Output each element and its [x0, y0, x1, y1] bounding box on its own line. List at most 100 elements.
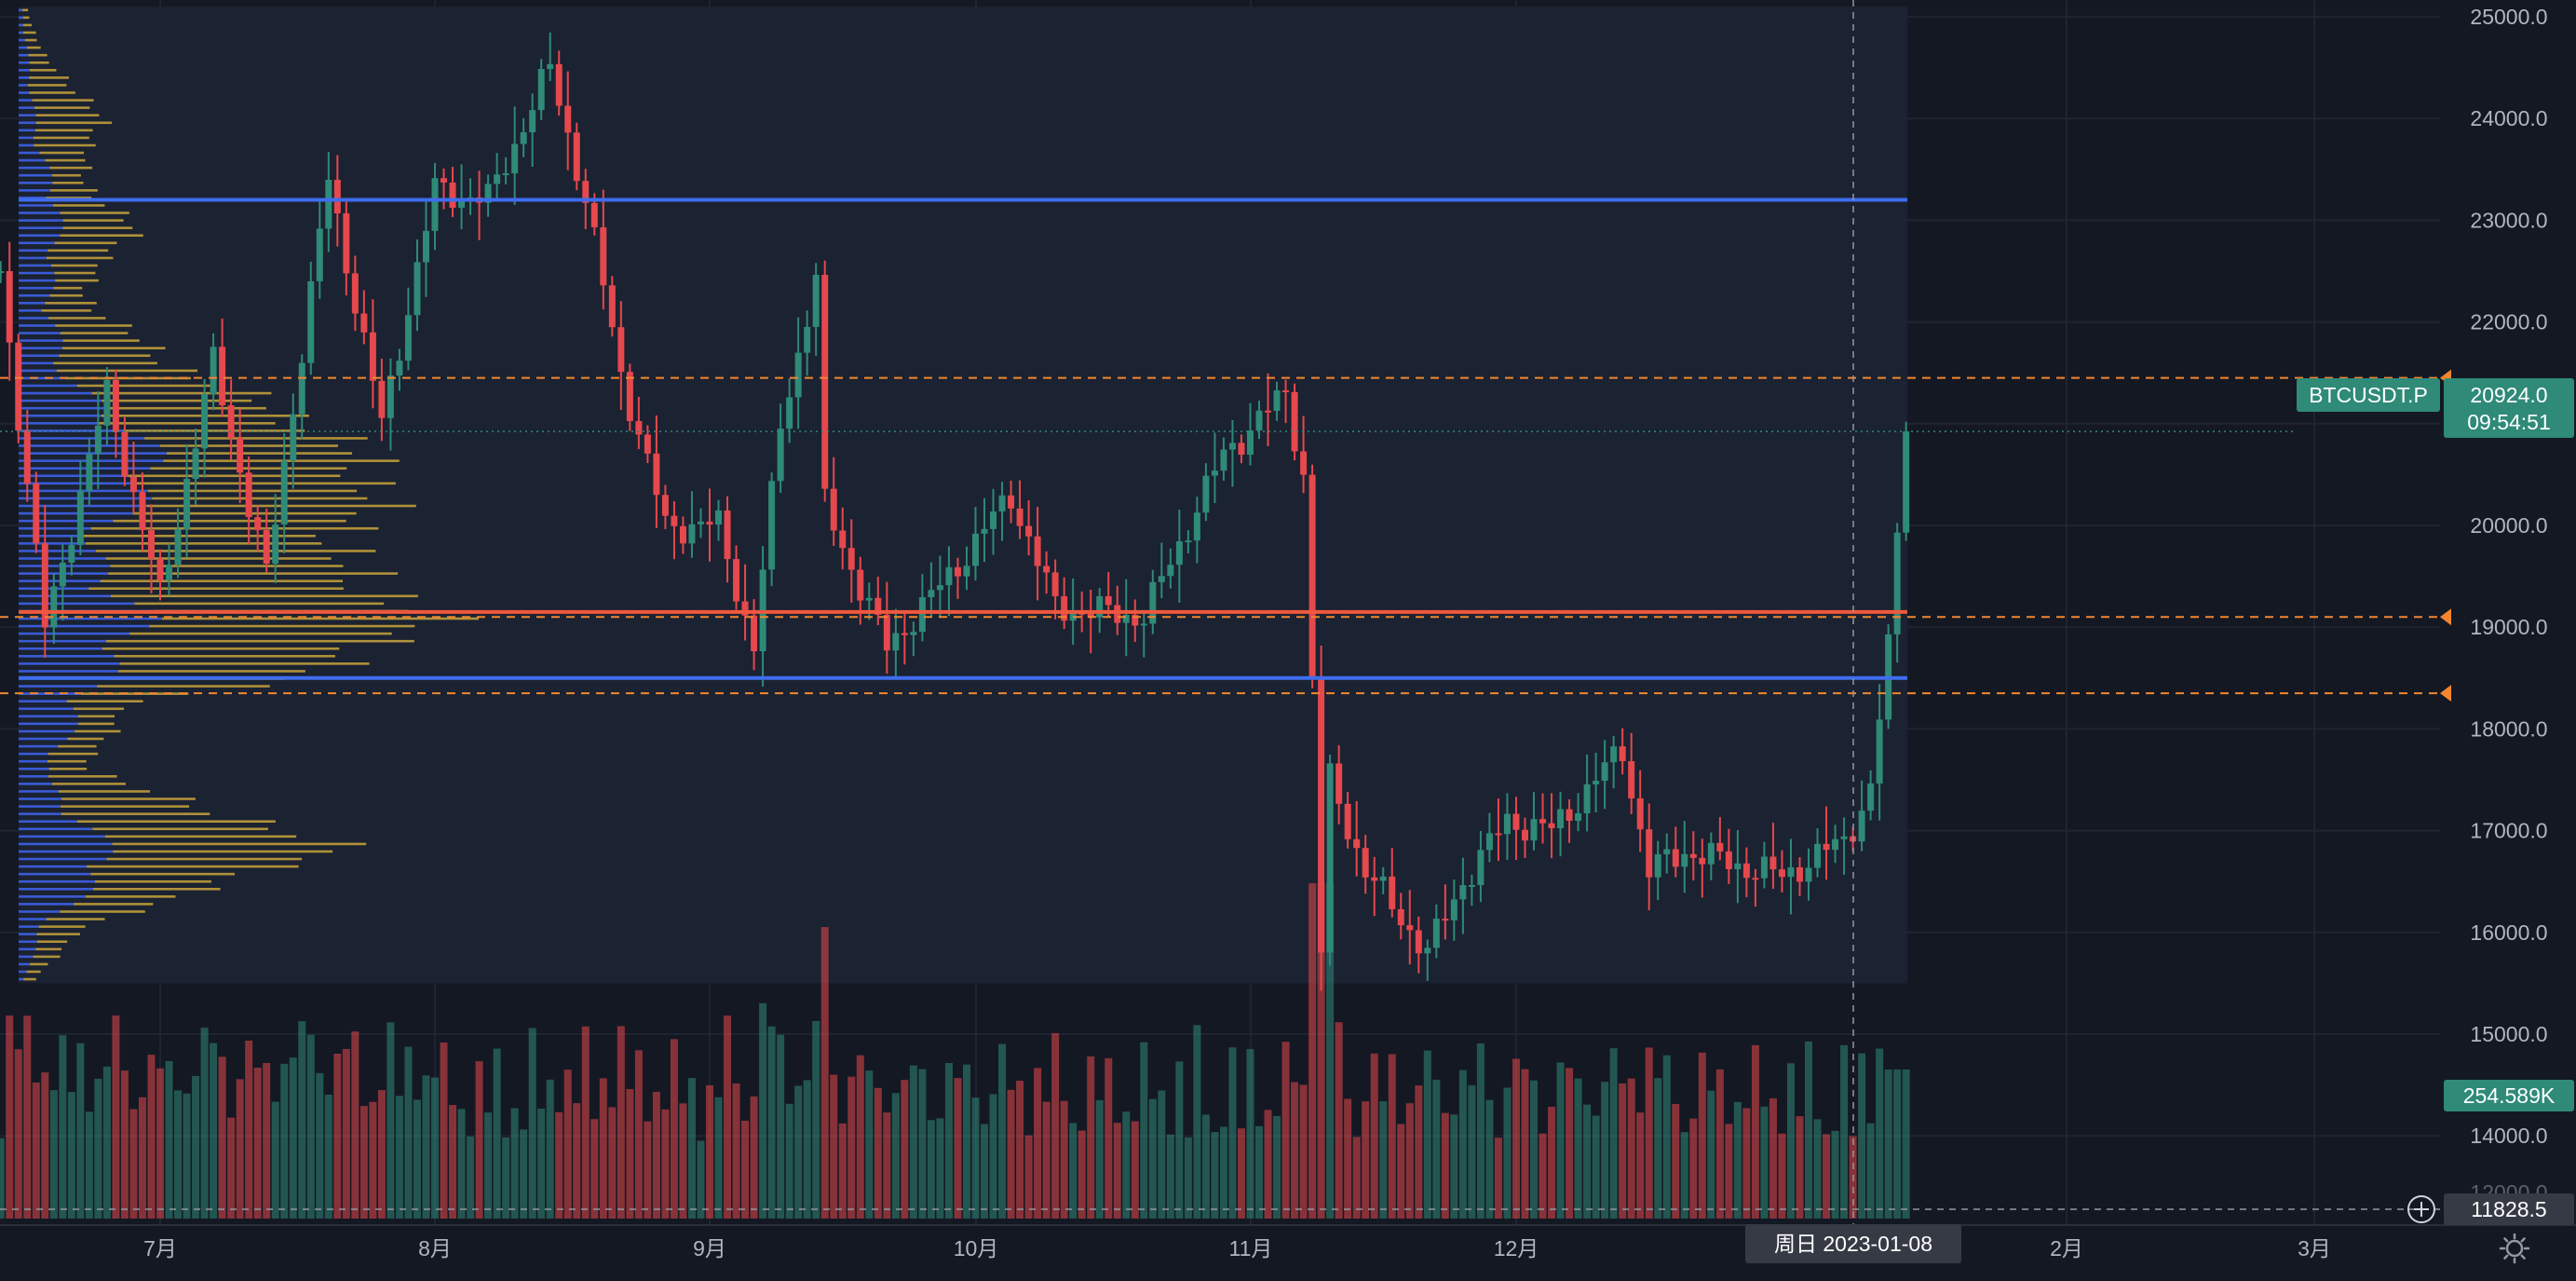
profile-row-down: [32, 99, 94, 102]
x-tick-label: 3月: [2298, 1236, 2331, 1261]
volume-bar: [652, 1091, 660, 1219]
candle-body: [794, 352, 802, 398]
candle-body: [23, 430, 31, 484]
volume-bar: [1087, 1056, 1095, 1219]
profile-row-down: [87, 865, 299, 868]
candle-body: [661, 495, 669, 516]
volume-bar: [812, 1021, 820, 1219]
profile-row-up: [19, 422, 100, 425]
volume-bar: [1158, 1090, 1166, 1219]
volume-bar: [431, 1077, 439, 1219]
profile-row-down: [118, 670, 305, 673]
profile-row-up: [19, 918, 47, 920]
profile-row-up: [19, 61, 30, 64]
candle-body: [679, 525, 686, 544]
volume-bar: [342, 1048, 350, 1219]
candle-body: [644, 434, 651, 454]
volume-bar: [936, 1118, 944, 1219]
price-axis[interactable]: 25000.024000.023000.022000.021000.020000…: [2470, 5, 2547, 1148]
candle-body: [901, 633, 908, 635]
volume-bar: [120, 1070, 129, 1219]
volume-bar: [644, 1121, 652, 1219]
volume-bar: [1778, 1133, 1786, 1219]
profile-row-down: [53, 361, 157, 365]
candle-body: [147, 530, 155, 559]
profile-row-up: [19, 31, 23, 34]
profile-row-up: [19, 542, 86, 545]
candle-body: [520, 132, 527, 144]
profile-row-down: [108, 572, 399, 575]
profile-row-down: [102, 647, 340, 650]
profile-row-up: [19, 729, 75, 733]
profile-row-down: [132, 511, 357, 515]
volume-bar: [1016, 1081, 1024, 1219]
profile-row-down: [56, 369, 198, 373]
volume-bar: [1281, 1042, 1290, 1219]
profile-row-up: [19, 309, 42, 312]
candle-body: [1530, 819, 1538, 841]
volume-bar: [1645, 1047, 1653, 1219]
candle-body: [883, 614, 890, 651]
volume-bar: [891, 1093, 900, 1219]
time-axis[interactable]: 7月 8月 9月 10月 11月 12月 2月 3月: [0, 1224, 2576, 1261]
candle-body: [847, 548, 855, 570]
level-marker-icon: [2440, 608, 2451, 626]
profile-row-down: [106, 857, 303, 861]
candle-body: [1521, 829, 1528, 841]
volume-bar: [129, 1109, 138, 1219]
volume-bar: [0, 1138, 5, 1219]
volume-bar: [138, 1097, 146, 1219]
volume-bar: [1654, 1078, 1662, 1219]
volume-bar: [954, 1078, 962, 1219]
candle-body: [1840, 836, 1848, 839]
profile-row-up: [19, 910, 61, 913]
candle-body: [936, 585, 943, 591]
profile-row-down: [35, 947, 62, 951]
profile-row-down: [26, 970, 41, 974]
x-tick-label: 10月: [954, 1236, 999, 1261]
volume-bar: [555, 1111, 563, 1219]
profile-row-down: [85, 542, 322, 545]
y-tick-label: 14000.0: [2470, 1124, 2547, 1148]
profile-row-up: [19, 602, 135, 606]
profile-row-up: [19, 827, 93, 831]
settings-gear-icon[interactable]: [2499, 1233, 2530, 1264]
candle-body: [1043, 566, 1051, 573]
volume-bar: [493, 1048, 501, 1219]
candle-body: [1389, 876, 1396, 909]
candle-body: [547, 63, 554, 70]
candle-body: [201, 393, 209, 449]
candle-body: [671, 515, 678, 526]
profile-row-down: [61, 812, 210, 815]
volume-bar: [759, 1002, 767, 1219]
candle-body: [564, 105, 572, 133]
candle-body: [1566, 809, 1573, 822]
candle-body: [360, 313, 368, 333]
candle-body: [1450, 899, 1457, 920]
volume-bar: [803, 1080, 811, 1219]
volume-bar: [1317, 883, 1325, 1219]
candle-body: [821, 275, 829, 489]
profile-row-up: [19, 550, 96, 552]
volume-bar: [528, 1028, 536, 1219]
profile-row-down: [159, 444, 338, 447]
volume-bar: [298, 1021, 306, 1219]
candle-body: [422, 230, 429, 263]
volume-bar: [546, 1079, 554, 1219]
candle-body: [494, 174, 501, 184]
profile-row-up: [19, 91, 30, 94]
candle-body: [1087, 612, 1094, 618]
candle-body: [688, 524, 696, 544]
volume-bar: [962, 1064, 970, 1219]
profile-row-down: [49, 189, 98, 192]
crosshair-price-badge: 12000.0 11828.5: [2444, 1180, 2574, 1225]
add-plus-icon[interactable]: [2407, 1195, 2435, 1223]
profile-row-down: [54, 271, 96, 275]
profile-row-up: [19, 136, 34, 140]
candle-body: [857, 569, 864, 601]
horizontal-levels[interactable]: [0, 198, 2451, 702]
candle-body: [1459, 885, 1467, 900]
profile-row-down: [47, 775, 117, 778]
